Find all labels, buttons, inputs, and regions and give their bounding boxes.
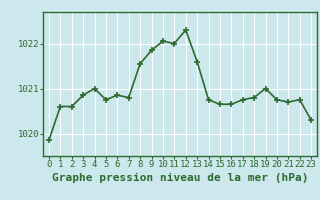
X-axis label: Graphe pression niveau de la mer (hPa): Graphe pression niveau de la mer (hPa) bbox=[52, 173, 308, 183]
